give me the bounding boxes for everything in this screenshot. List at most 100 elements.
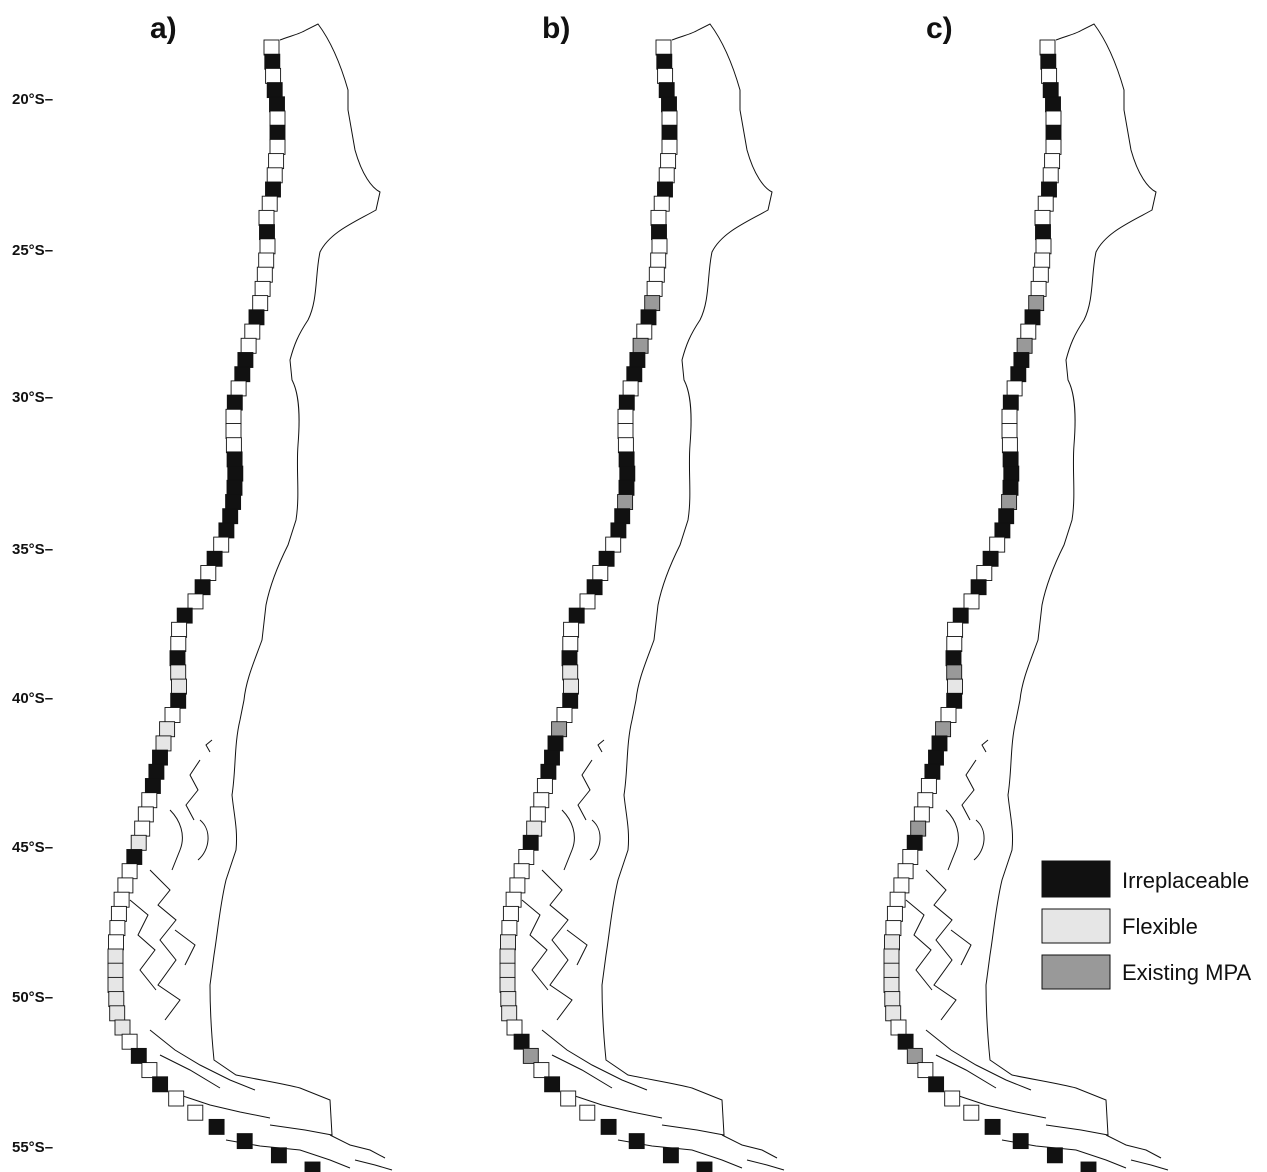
planning-unit-unselected — [506, 1019, 523, 1036]
planning-unit-irreplaceable — [1024, 309, 1041, 326]
planning-unit-irreplaceable — [928, 1076, 945, 1093]
planning-unit-irreplaceable — [1041, 181, 1057, 198]
lat-label-50: 50°S– — [12, 989, 53, 1006]
lat-label-35: 35°S– — [12, 541, 53, 558]
planning-unit-irreplaceable — [696, 1161, 713, 1172]
planning-unit-irreplaceable — [562, 692, 579, 709]
planning-unit-unselected — [170, 636, 187, 652]
planning-unit-unselected — [266, 167, 283, 184]
planning-unit-irreplaceable — [540, 763, 557, 780]
planning-unit-unselected — [1039, 39, 1056, 56]
planning-unit-unselected — [617, 437, 634, 454]
coastline — [905, 23, 1169, 1171]
planning-unit-irreplaceable — [152, 749, 168, 766]
planning-unit-irreplaceable — [269, 124, 286, 141]
planning-unit-irreplaceable — [169, 650, 186, 667]
planning-unit-flexible — [563, 678, 579, 695]
planning-unit-unselected — [650, 209, 667, 226]
planning-unit-unselected — [252, 295, 269, 312]
planning-unit-unselected — [533, 1062, 550, 1079]
planning-unit-irreplaceable — [513, 1033, 530, 1050]
planning-unit-unselected — [913, 806, 930, 823]
planning-unit-unselected — [258, 252, 275, 269]
planning-unit-irreplaceable — [945, 650, 962, 667]
planning-unit-irreplaceable — [226, 394, 243, 411]
planning-unit-irreplaceable — [304, 1161, 321, 1172]
planning-unit-flexible — [884, 991, 901, 1008]
planning-unit-unselected — [269, 138, 286, 155]
planning-unit-unselected — [121, 863, 138, 880]
planning-unit-unselected — [256, 266, 273, 283]
planning-unit-unselected — [592, 565, 609, 581]
planning-unit-unselected — [617, 408, 634, 425]
planning-unit-unselected — [605, 536, 622, 553]
planning-unit-unselected — [187, 593, 204, 610]
panel-label-b: b) — [542, 12, 570, 45]
planning-unit-unselected — [1001, 408, 1018, 425]
planning-unit-existing-mpa — [617, 494, 634, 510]
planning-unit-existing-mpa — [935, 721, 952, 738]
planning-unit-irreplaceable — [1046, 1147, 1063, 1164]
panel-label-c: c) — [926, 12, 953, 45]
planning-unit-unselected — [657, 67, 674, 84]
planning-unit-unselected — [562, 636, 579, 652]
planning-unit-flexible — [526, 820, 543, 837]
planning-unit-unselected — [963, 1104, 980, 1121]
planning-unit-irreplaceable — [270, 1147, 287, 1164]
planning-unit-unselected — [1001, 423, 1018, 439]
planning-unit-irreplaceable — [1045, 96, 1061, 113]
planning-unit-unselected — [1006, 380, 1023, 397]
planning-unit-irreplaceable — [656, 53, 673, 70]
legend-swatch-irreplaceable — [1041, 860, 1111, 898]
planning-unit-unselected — [1032, 266, 1049, 283]
planning-unit-existing-mpa — [906, 1047, 923, 1064]
planning-unit-irreplaceable — [994, 522, 1011, 539]
planning-unit-unselected — [171, 621, 188, 638]
planning-unit-unselected — [268, 153, 285, 170]
legend-label-irreplaceable: Irreplaceable — [1122, 868, 1249, 893]
planning-unit-irreplaceable — [598, 550, 615, 567]
planning-unit-unselected — [622, 380, 639, 397]
planning-unit-unselected — [650, 252, 667, 269]
planning-unit-irreplaceable — [194, 579, 211, 596]
planning-unit-unselected — [187, 1104, 204, 1121]
planning-unit-irreplaceable — [1013, 352, 1030, 368]
planning-unit-unselected — [902, 849, 919, 865]
planning-unit-unselected — [263, 39, 280, 56]
planning-unit-existing-mpa — [910, 820, 927, 837]
planning-unit-irreplaceable — [144, 778, 161, 794]
planning-unit-existing-mpa — [1001, 494, 1018, 510]
planning-unit-flexible — [171, 678, 187, 695]
map-panel-a: a) — [107, 12, 393, 1172]
planning-unit-irreplaceable — [640, 309, 657, 326]
planning-unit-unselected — [109, 920, 126, 937]
legend-swatch-existing-mpa — [1041, 954, 1111, 990]
planning-unit-unselected — [1001, 437, 1018, 454]
planning-unit-unselected — [989, 536, 1006, 553]
planning-unit-unselected — [661, 138, 678, 155]
planning-unit-unselected — [213, 536, 230, 553]
planning-unit-flexible — [500, 991, 517, 1008]
planning-unit-flexible — [159, 721, 176, 738]
planning-unit-irreplaceable — [586, 579, 603, 596]
legend: Irreplaceable Flexible Existing MPA — [1041, 860, 1252, 990]
planning-unit-irreplaceable — [227, 465, 244, 482]
planning-unit-irreplaceable — [629, 352, 646, 368]
planning-unit-irreplaceable — [928, 749, 944, 766]
planning-unit-irreplaceable — [544, 1076, 561, 1093]
planning-unit-unselected — [1045, 138, 1062, 155]
legend-label-existing-mpa: Existing MPA — [1122, 960, 1252, 985]
planning-unit-irreplaceable — [1010, 366, 1027, 383]
coastline — [129, 23, 393, 1171]
planning-unit-flexible — [499, 962, 516, 979]
planning-unit-unselected — [200, 565, 217, 581]
lat-label-20: 20°S– — [12, 91, 53, 108]
planning-unit-unselected — [536, 778, 553, 794]
planning-unit-irreplaceable — [266, 82, 283, 99]
planning-unit-unselected — [137, 806, 154, 823]
planning-unit-irreplaceable — [170, 692, 187, 709]
planning-unit-flexible — [107, 976, 124, 993]
planning-unit-flexible — [109, 1005, 126, 1022]
planning-unit-irreplaceable — [225, 494, 242, 510]
planning-unit-unselected — [920, 778, 937, 794]
